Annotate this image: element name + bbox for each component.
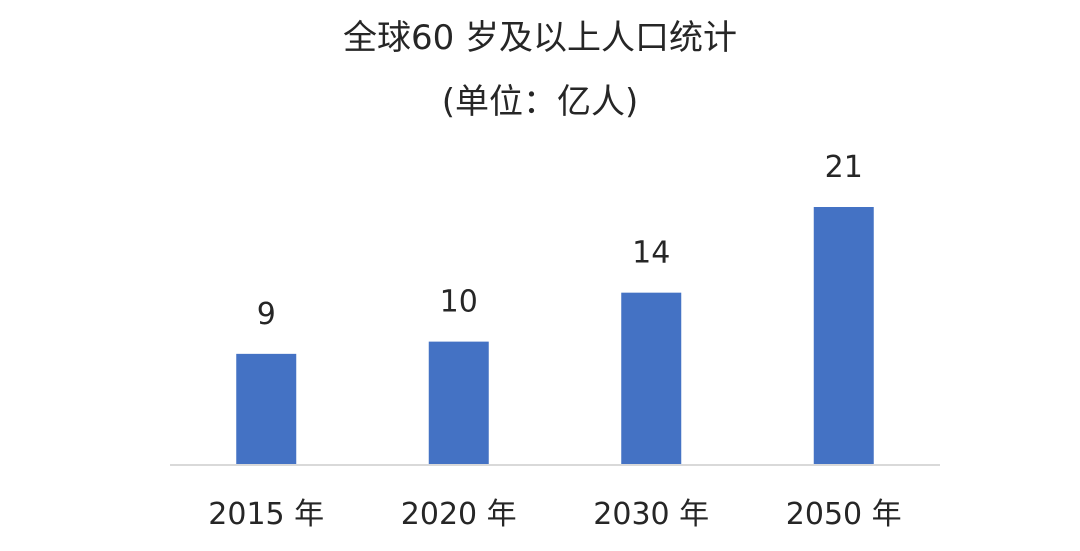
x-tick-label-group: 2015 年 2020 年 2030 年 2050 年 [208,497,901,532]
x-tick-label-0: 2015 年 [208,497,324,532]
data-label-group: 9 10 14 21 [257,150,863,332]
data-label-2: 14 [632,236,670,271]
chart-subtitle: (单位：亿人) [441,82,639,122]
data-label-0: 9 [257,297,276,332]
data-label-3: 21 [825,150,863,185]
bar-2 [621,292,682,464]
chart-title: 全球60 岁及以上人口统计 [342,18,738,58]
bar-0 [236,353,297,464]
x-tick-label-1: 2020 年 [401,497,517,532]
bar-3 [813,207,874,464]
bar-group [236,207,874,464]
data-label-1: 10 [440,285,478,320]
x-tick-label-2: 2030 年 [593,497,709,532]
bar-1 [428,341,489,464]
x-tick-label-3: 2050 年 [786,497,902,532]
